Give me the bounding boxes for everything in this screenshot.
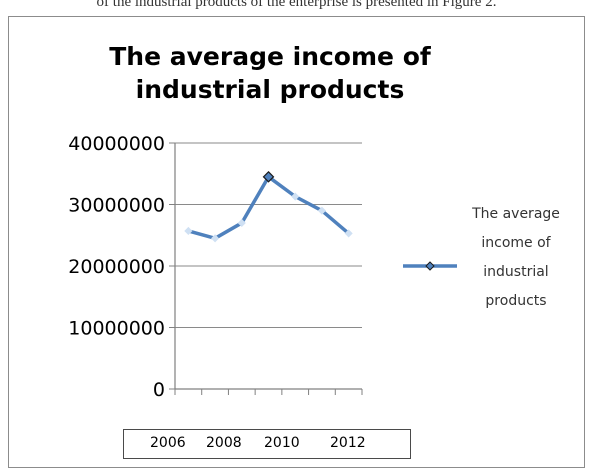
legend-marker [425,261,435,271]
data-point-2011 [317,206,326,215]
data-point-2009 [262,170,275,183]
x-tick-label-2006: 2006 [150,435,186,451]
y-tick-label-2: 20000000 [68,256,165,278]
y-tick-label-4: 40000000 [68,133,165,155]
axes [169,142,363,395]
gridlines [175,142,362,328]
legend-label: The average income of industrial product… [472,206,560,309]
y-tick-label-3: 30000000 [68,195,165,217]
x-axis-category-box [123,429,411,459]
series-line-0 [187,175,350,241]
data-point-2012 [344,229,353,238]
series-lines [187,175,350,241]
data-point-2007 [211,234,220,243]
x-tick-label-2012: 2012 [330,435,366,451]
legend-symbol [403,261,457,271]
legend [458,185,578,345]
top-caption-text: of the industrial products of the enterp… [96,0,497,10]
x-tick-label-2010: 2010 [264,435,300,451]
data-point-2006 [184,226,193,236]
data-point-2008 [237,218,246,228]
data-point-2010 [291,192,300,201]
x-tick-label-2008: 2008 [206,435,242,451]
chart-title: The average income of industrial product… [109,42,431,104]
y-tick-labels: 0 10000000 20000000 30000000 40000000 [68,133,165,401]
series-markers [184,170,353,243]
y-tick-label-1: 10000000 [68,318,165,340]
y-tick-label-0: 0 [153,379,165,401]
